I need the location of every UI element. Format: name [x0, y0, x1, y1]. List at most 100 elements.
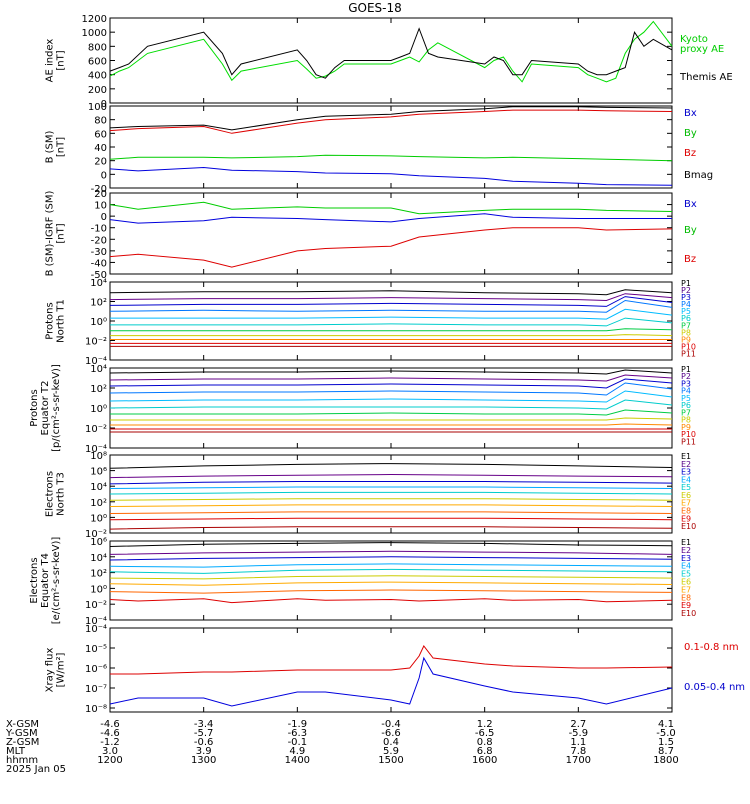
x-axis-value: 1700: [566, 755, 591, 766]
y-axis-label: [nT]: [56, 50, 67, 70]
x-axis-value: -3.4: [194, 719, 214, 730]
y-tick-label: 1200: [82, 14, 107, 25]
legend-label: P5: [681, 394, 691, 403]
legend-label: 0.1-0.8 nm: [684, 642, 739, 653]
series-line: [109, 511, 673, 514]
x-axis-value: 1.5: [658, 737, 674, 748]
legend-label: Bx: [684, 199, 697, 210]
series-line: [110, 334, 673, 337]
legend-label: P6: [681, 401, 691, 410]
series-line: [109, 491, 673, 495]
panel-xray: 10⁻⁸ 10⁻⁷ 10⁻⁶ 10⁻⁵ 10⁻⁴ Xray flux [W/m²] 0.1-0…: [45, 624, 746, 715]
legend-label: P6: [681, 314, 691, 323]
legend-label: E1: [681, 538, 691, 547]
legend-label: E7: [681, 585, 691, 594]
legend-label: E5: [681, 483, 691, 492]
series-line: [109, 213, 672, 224]
y-tick-label: 800: [88, 42, 107, 53]
legend-label: E8: [681, 507, 691, 516]
series-line: [109, 109, 673, 134]
x-axis-value: -4.6: [100, 719, 120, 730]
panel-pe: 10⁻⁴ 10⁻² 10⁰ 10² 10⁴ Protons Equator T2 [p/(cm…: [29, 364, 696, 455]
y-tick-label: 10⁸: [90, 451, 107, 462]
y-axis-label: Electrons: [29, 557, 40, 603]
legend-label: E6: [681, 491, 691, 500]
y-axis-label: [p/(cm²-s-sr-keV)]: [51, 364, 62, 452]
y-axis-label: Protons: [45, 302, 56, 339]
series-line: [109, 498, 673, 501]
x-axis-value: -6.6: [381, 728, 401, 739]
series-line: [109, 481, 673, 485]
x-axis-value: -1.9: [288, 719, 308, 730]
legend-label: P9: [681, 423, 691, 432]
series-line: [109, 20, 673, 83]
y-tick-label: 10²: [90, 298, 107, 309]
x-axis-value: 3.9: [196, 746, 212, 757]
y-tick-label: -10: [91, 224, 107, 235]
y-tick-label: 10²: [90, 569, 107, 580]
legend-label: P1: [681, 279, 691, 288]
legend-label: P5: [681, 307, 691, 316]
panel-ee: 10⁻⁴ 10⁻² 10⁰ 10² 10⁴ 10⁶ Electrons Equator T4[…: [29, 537, 696, 627]
y-tick-label: 10⁻⁴: [85, 616, 107, 627]
legend-label: Bx: [684, 108, 697, 119]
y-tick-label: 10⁻²: [85, 337, 107, 348]
legend-label: E9: [681, 514, 691, 523]
series-line: [109, 399, 673, 410]
y-tick-label: 0: [101, 99, 107, 110]
series-line: [109, 106, 673, 131]
legend-label: P7: [681, 321, 691, 330]
x-axis-value: 5.9: [383, 746, 399, 757]
y-tick-label: 10⁻⁴: [85, 356, 107, 367]
legend-label: P1: [681, 365, 691, 374]
y-axis-label: Xray flux: [45, 648, 56, 693]
y-axis-label: North T1: [56, 299, 67, 343]
series-line: [109, 542, 673, 547]
y-tick-label: 200: [88, 85, 107, 96]
x-axis-value: 1200: [97, 755, 122, 766]
series-line: [109, 289, 673, 296]
series-line: [110, 645, 673, 675]
y-tick-label: 10⁰: [90, 317, 107, 328]
x-axis-value: -0.6: [194, 737, 214, 748]
x-axis-value: -0.4: [381, 719, 401, 730]
series-line: [109, 390, 673, 403]
legend-label: 0.05-0.4 nm: [684, 682, 745, 693]
x-axis-row-label: 2025 Jan 05: [6, 764, 66, 775]
y-axis-label: B (SM)-IGRF (SM): [45, 191, 56, 277]
x-axis-value: 1.1: [570, 737, 586, 748]
series-line: [109, 550, 673, 555]
y-tick-label: 10⁻⁴: [85, 444, 107, 455]
legend-label: E5: [681, 570, 691, 579]
x-axis-value: 8.7: [658, 746, 674, 757]
y-tick-label: 100: [88, 102, 107, 113]
y-tick-label: 10⁶: [90, 467, 107, 478]
y-tick-label: 40: [94, 143, 107, 154]
y-axis-label: [W/m²]: [56, 652, 67, 687]
y-tick-label: 10⁻²: [85, 529, 107, 540]
y-tick-label: 600: [88, 57, 107, 68]
y-tick-label: 10⁻⁴: [85, 624, 107, 635]
legend-label: Bmag: [684, 170, 713, 181]
y-tick-label: -40: [91, 258, 107, 269]
legend-label: P4: [681, 300, 691, 309]
legend-label: By: [684, 225, 697, 236]
x-axis-value: 1400: [285, 755, 310, 766]
series-line: [109, 378, 673, 389]
x-axis-value: 1800: [653, 755, 678, 766]
legend-label: P10: [681, 342, 696, 351]
y-tick-label: 10⁻⁷: [85, 684, 107, 695]
x-axis-value: 2.7: [570, 719, 586, 730]
panel-pn: 10⁻⁴ 10⁻² 10⁰ 10² 10⁴ Protons North T1 P1P2P3P4…: [45, 278, 697, 367]
y-tick-label: 10⁴: [90, 278, 107, 289]
series-line: [109, 27, 673, 79]
y-tick-label: -20: [91, 184, 107, 195]
x-axis-row-label: Y-GSM: [5, 728, 38, 739]
y-tick-label: 10⁴: [90, 364, 107, 375]
panel-ae: 0 200 400 600 800 1000 1200 AE index [nT] Kyotopr…: [45, 14, 733, 110]
series-line: [109, 504, 673, 507]
x-axis-value: 7.8: [570, 746, 586, 757]
legend-label: Kyoto: [680, 34, 708, 45]
y-tick-label: 60: [94, 129, 107, 140]
x-axis-row-label: MLT: [6, 746, 26, 757]
